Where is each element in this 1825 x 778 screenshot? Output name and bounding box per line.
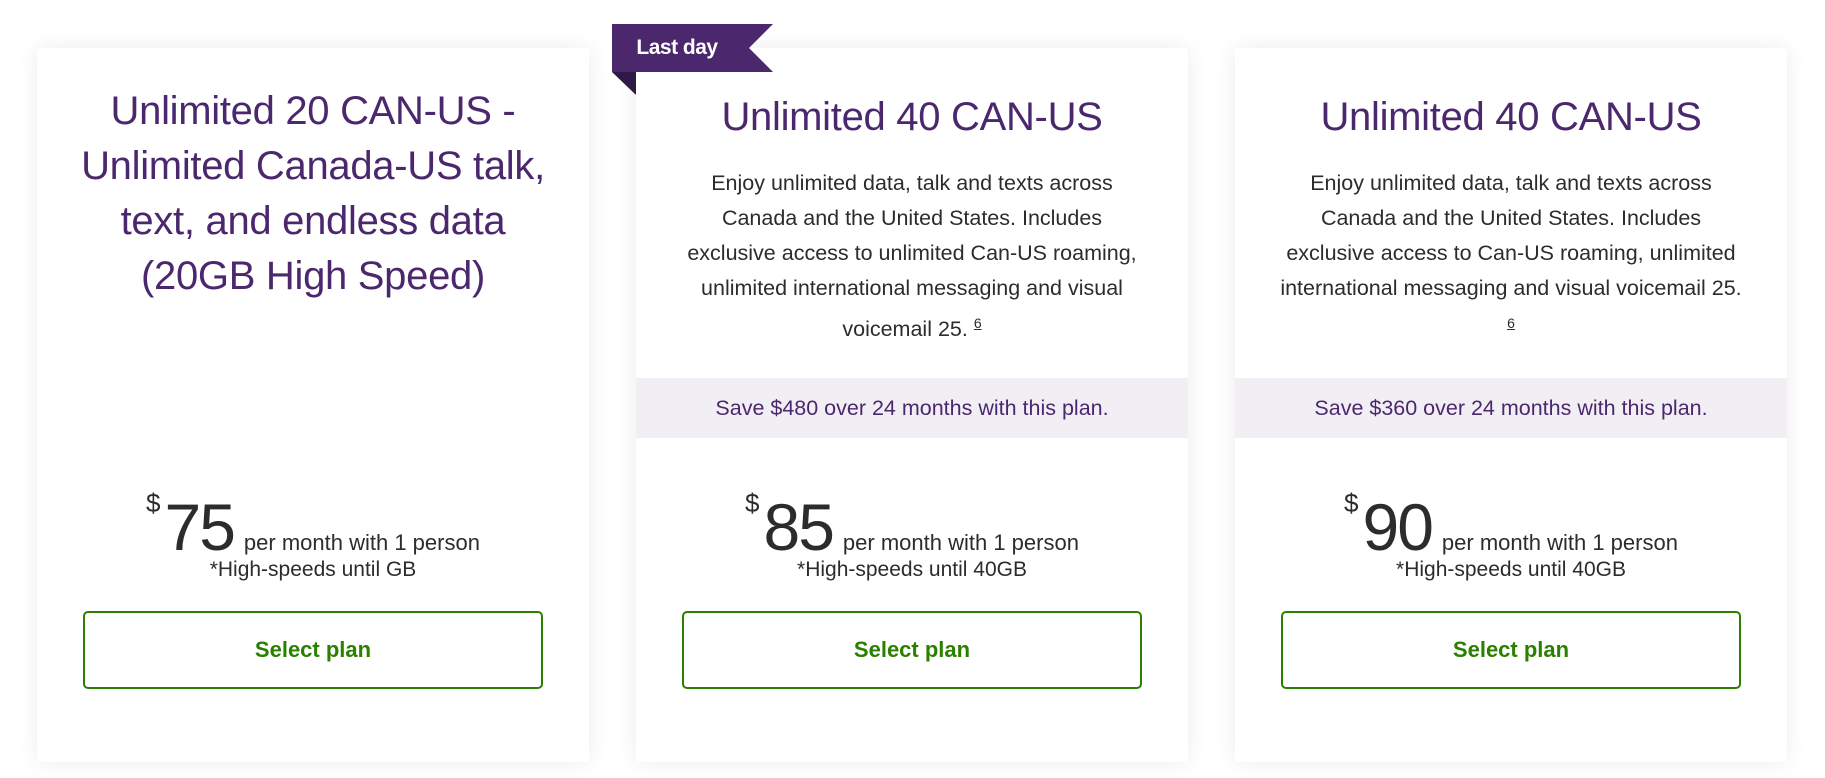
- high-speed-note: *High-speeds until 40GB: [1396, 558, 1626, 581]
- price-period: per month with 1 person: [1441, 530, 1678, 555]
- footnote-link[interactable]: 6: [973, 315, 982, 331]
- price-amount: 85: [763, 490, 835, 564]
- ribbon-fold: [612, 72, 636, 95]
- price-period: per month with 1 person: [842, 530, 1079, 555]
- plan-description: Enjoy unlimited data, talk and texts acr…: [676, 166, 1148, 347]
- ribbon-body: [612, 24, 773, 72]
- last-day-badge: Last day: [636, 36, 718, 59]
- ribbon-badge-shape: [612, 24, 773, 95]
- select-plan-button[interactable]: Select plan: [83, 611, 543, 689]
- high-speed-note: *High-speeds until 40GB: [797, 558, 1027, 581]
- select-plan-button[interactable]: Select plan: [682, 611, 1142, 689]
- price-amount: 75: [164, 490, 236, 564]
- plan-title: Unlimited 20 CAN-US - Unlimited Canada-U…: [81, 89, 545, 298]
- high-speed-note: *High-speeds until GB: [209, 558, 417, 581]
- price-period: per month with 1 person: [243, 530, 480, 555]
- plan-card-unlimited-20: Unlimited 20 CAN-US - Unlimited Canada-U…: [37, 48, 589, 762]
- plan-title: Unlimited 40 CAN-US: [1320, 95, 1702, 139]
- savings-banner: Save $480 over 24 months with this plan.: [636, 378, 1188, 438]
- plan-title: Unlimited 40 CAN-US: [721, 95, 1103, 139]
- plan-price: $85 per month with 1 person: [636, 488, 1188, 565]
- description-text: Enjoy unlimited data, talk and texts acr…: [1280, 171, 1742, 300]
- savings-banner: Save $360 over 24 months with this plan.: [1235, 378, 1787, 438]
- currency-symbol: $: [1344, 488, 1359, 518]
- plan-description: Enjoy unlimited data, talk and texts acr…: [1275, 166, 1747, 347]
- plan-price: $90 per month with 1 person: [1235, 488, 1787, 565]
- description-text: Enjoy unlimited data, talk and texts acr…: [687, 171, 1137, 341]
- select-plan-button[interactable]: Select plan: [1281, 611, 1741, 689]
- plan-card-unlimited-40: Unlimited 40 CAN-US Enjoy unlimited data…: [1235, 48, 1787, 762]
- currency-symbol: $: [146, 488, 161, 518]
- currency-symbol: $: [745, 488, 760, 518]
- plan-price: $75 per month with 1 person: [37, 488, 589, 565]
- plan-card-unlimited-40-last-day: Unlimited 40 CAN-US Enjoy unlimited data…: [636, 48, 1188, 762]
- footnote-link[interactable]: 6: [1507, 315, 1515, 331]
- price-amount: 90: [1362, 490, 1434, 564]
